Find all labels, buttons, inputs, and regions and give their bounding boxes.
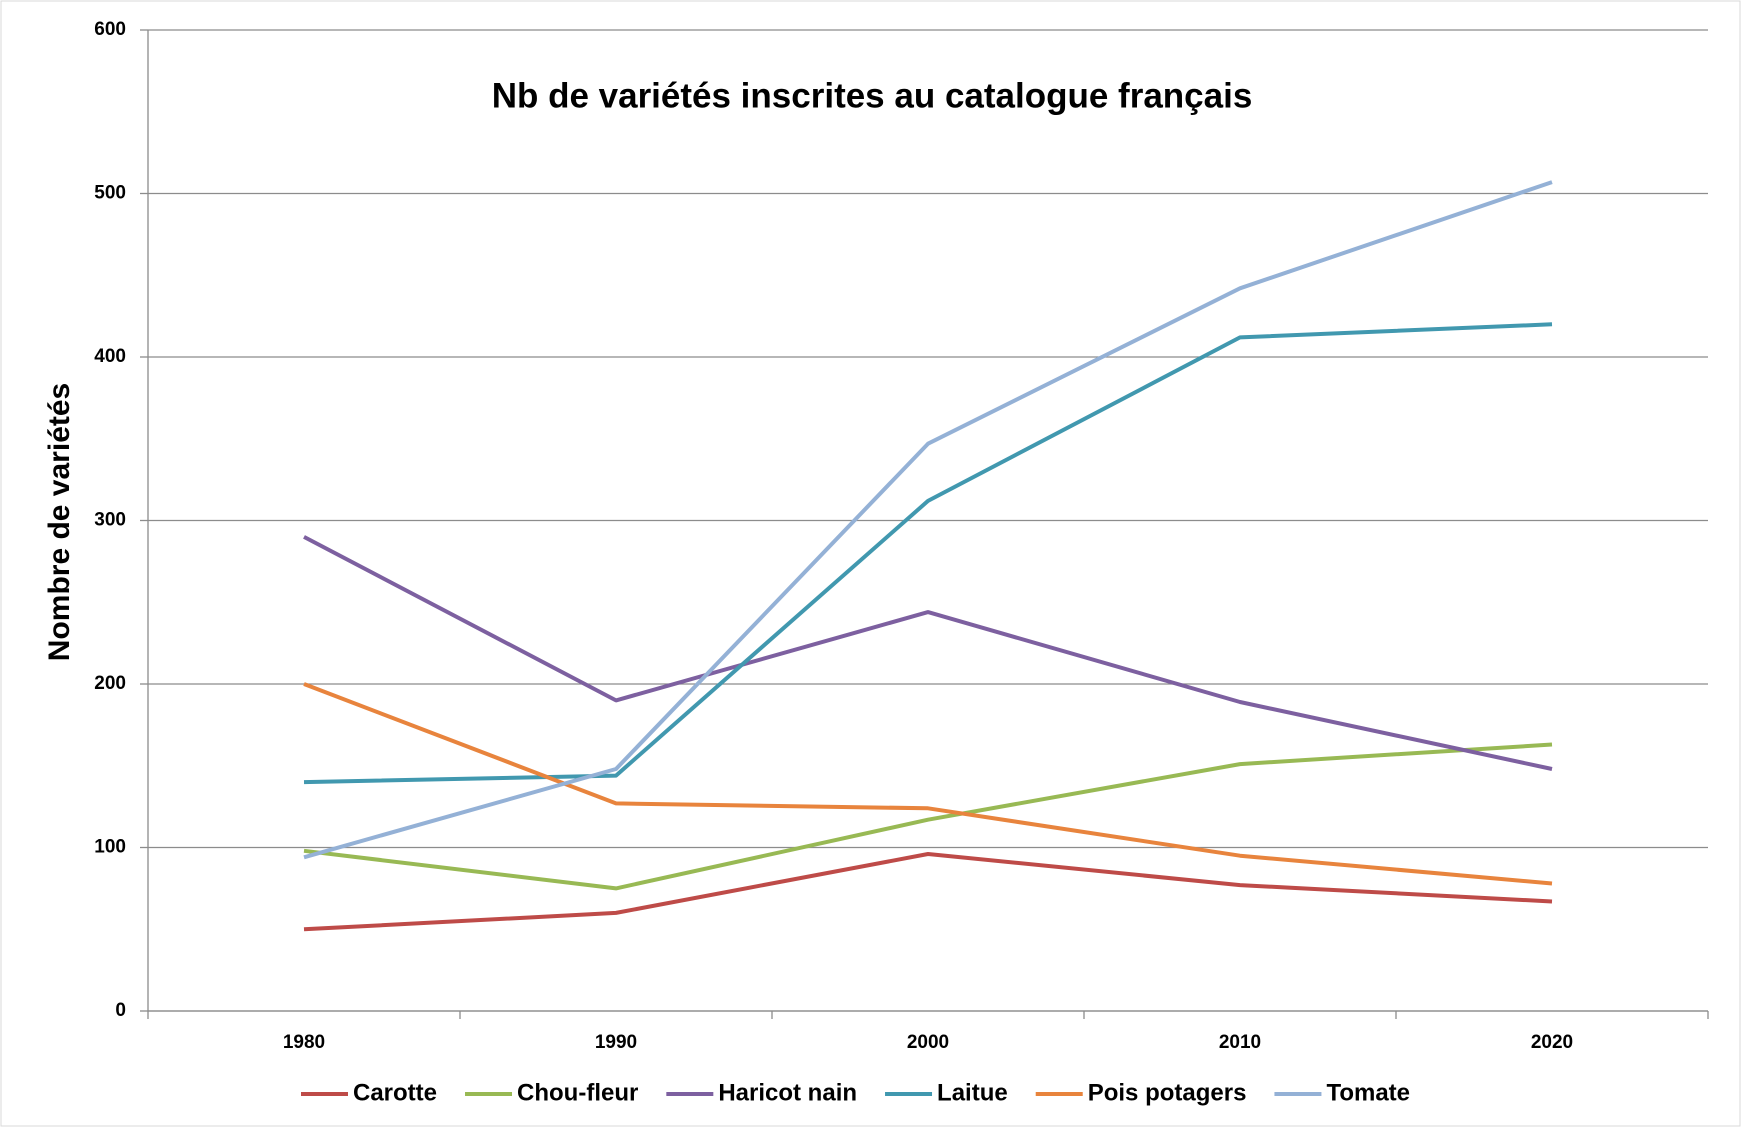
- x-tick-label: 2020: [1531, 1032, 1573, 1053]
- series-line: [303, 535, 1553, 771]
- legend-label: Laitue: [937, 1079, 1008, 1106]
- y-tick-label: 400: [94, 346, 126, 367]
- series-line: [303, 742, 1553, 891]
- legend-label: Tomate: [1326, 1079, 1410, 1106]
- legend-label: Chou-fleur: [517, 1079, 638, 1106]
- x-tick-label: 2000: [907, 1032, 949, 1053]
- legend-label: Pois potagers: [1088, 1079, 1247, 1106]
- series-line: [303, 682, 1553, 886]
- y-tick-label: 200: [94, 673, 126, 694]
- x-tick-label: 1990: [595, 1032, 637, 1053]
- chart-title: Nb de variétés inscrites au catalogue fr…: [492, 76, 1253, 115]
- y-tick-label: 100: [94, 837, 126, 858]
- legend-label: Carotte: [353, 1079, 437, 1106]
- series-line: [303, 180, 1553, 860]
- y-tick-label: 300: [94, 510, 126, 531]
- x-tick-label: 2010: [1219, 1032, 1261, 1053]
- y-tick-label: 600: [94, 19, 126, 40]
- y-axis-label: Nombre de variétés: [43, 383, 76, 661]
- y-tick-label: 500: [94, 183, 126, 204]
- y-tick-label: 0: [115, 1000, 126, 1021]
- legend-label: Haricot nain: [718, 1079, 857, 1106]
- series-line: [303, 322, 1553, 785]
- x-tick-label: 1980: [283, 1032, 325, 1053]
- series-line: [303, 852, 1553, 932]
